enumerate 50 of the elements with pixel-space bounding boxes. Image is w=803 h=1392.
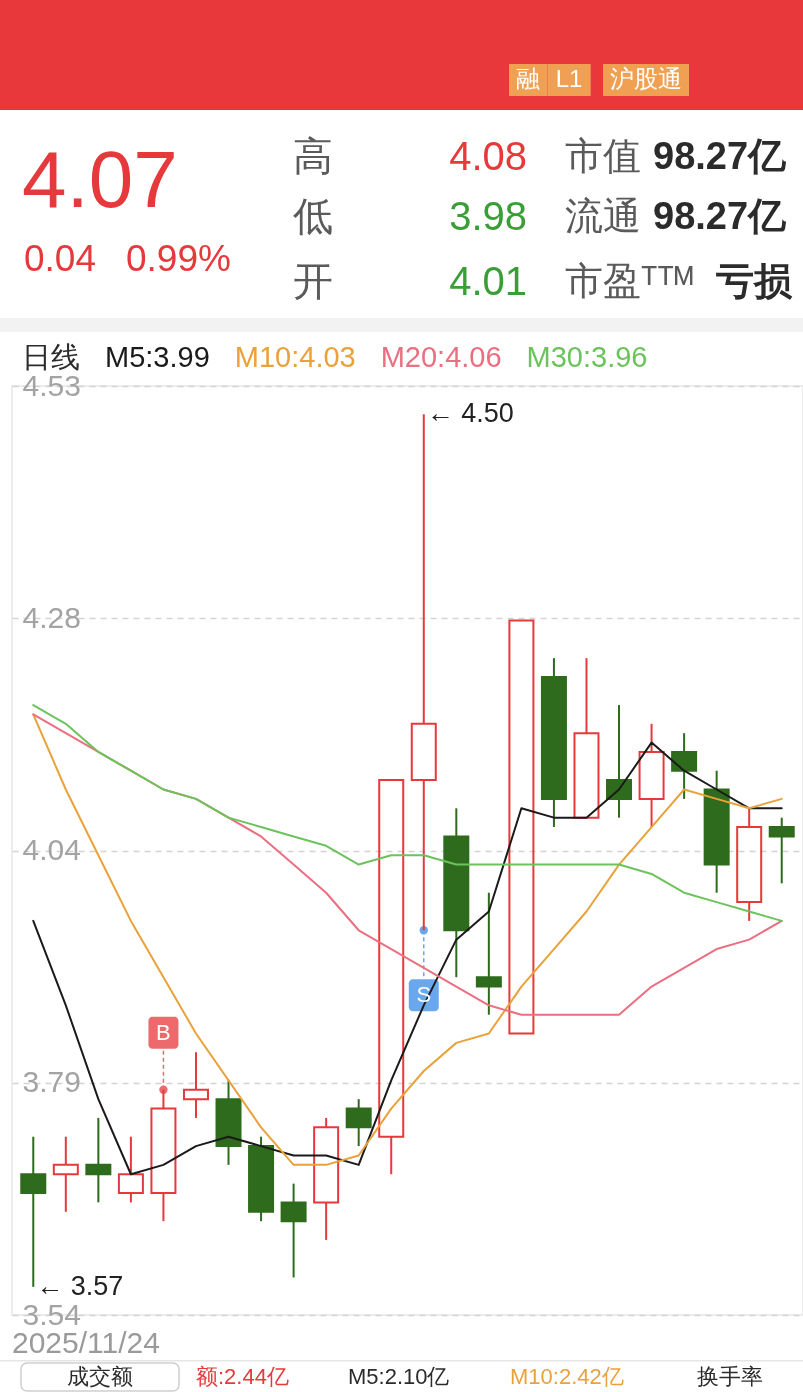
- text: 开: [293, 259, 333, 303]
- text: M20:4.06: [380, 341, 502, 373]
- text: 98.27亿: [653, 135, 788, 177]
- candlestick: [378, 779, 405, 1176]
- candlestick: [703, 769, 730, 894]
- candlestick: [345, 1098, 372, 1148]
- annotation: ← 4.50: [426, 398, 514, 429]
- text: 成交额: [67, 1364, 133, 1389]
- candlestick: [540, 657, 567, 829]
- text: 3.98: [449, 194, 527, 238]
- text: 4.07: [22, 135, 178, 224]
- candlestick: [736, 807, 763, 922]
- y-tick-label: 4.04: [22, 833, 81, 866]
- data-label: B: [156, 1019, 171, 1045]
- text: 沪股通: [610, 65, 682, 92]
- candlestick: [20, 1135, 47, 1288]
- candlestick: [573, 657, 600, 819]
- text: 高: [293, 134, 333, 178]
- candlestick: [638, 722, 665, 829]
- text: 额:2.44亿: [196, 1364, 289, 1389]
- text: L1: [555, 65, 583, 92]
- y-tick-label: 4.28: [22, 600, 81, 634]
- text: M10:4.03: [234, 341, 356, 373]
- candlestick: [671, 732, 698, 800]
- y-tick-label: 3.79: [22, 1065, 81, 1099]
- candlestick: [280, 1182, 307, 1279]
- text: 0.04: [24, 238, 97, 279]
- text: M5:3.99: [105, 341, 210, 373]
- text: 4.01: [449, 259, 527, 303]
- candlestick: [215, 1079, 242, 1166]
- candlestick: [443, 807, 470, 979]
- candlestick: [475, 891, 502, 1016]
- text: 换手率: [697, 1364, 763, 1389]
- text: M30:3.96: [526, 341, 648, 373]
- candlestick: [606, 704, 633, 819]
- text: 流通: [565, 195, 641, 237]
- candlestick: [508, 619, 535, 1035]
- text: 低: [293, 194, 333, 238]
- text: 市值: [565, 135, 641, 177]
- text: 98.27亿: [653, 195, 788, 237]
- text: M5:2.10亿: [348, 1364, 450, 1389]
- text: 0.99%: [126, 238, 231, 279]
- text: 亏损: [716, 260, 793, 302]
- candlestick: [52, 1135, 79, 1213]
- text: 融: [516, 65, 540, 92]
- candlestick: [182, 1051, 209, 1119]
- text: M10:2.42亿: [510, 1364, 624, 1389]
- text: 市盈ᵀᵀᴹ: [565, 260, 694, 302]
- text: 4.08: [449, 134, 527, 178]
- candlestick: [85, 1116, 112, 1204]
